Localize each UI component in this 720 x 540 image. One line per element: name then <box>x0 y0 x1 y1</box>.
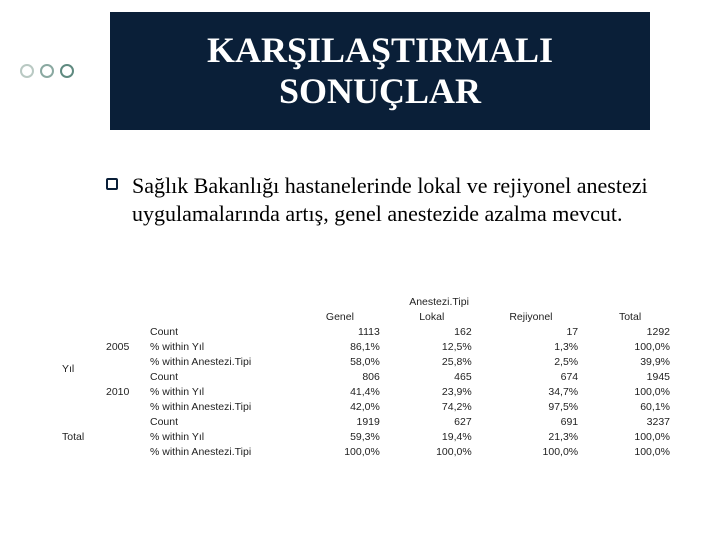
bullet-icon <box>106 178 118 190</box>
decor-dot <box>60 64 74 78</box>
cell: 1945 <box>584 369 676 384</box>
cell: 34,7% <box>478 384 584 399</box>
slide-title-text: KARŞILAŞTIRMALI SONUÇLAR <box>122 30 638 113</box>
cell: 2,5% <box>478 354 584 369</box>
decor-dot <box>40 64 54 78</box>
row-year-label: 2010 <box>100 369 144 414</box>
column-header: Genel <box>294 309 386 324</box>
row-metric-label: % within Yıl <box>144 384 294 399</box>
cell: 806 <box>294 369 386 384</box>
cell: 1,3% <box>478 339 584 354</box>
cell: 1919 <box>294 414 386 429</box>
cell: 97,5% <box>478 399 584 414</box>
bullet-text: Sağlık Bakanlığı hastanelerinde lokal ve… <box>132 172 666 227</box>
anesthesia-table: Anestezi.Tipi Genel Lokal Rejiyonel Tota… <box>56 294 676 459</box>
cell: 674 <box>478 369 584 384</box>
cell: 3237 <box>584 414 676 429</box>
cell: 691 <box>478 414 584 429</box>
decor-dot <box>20 64 34 78</box>
cell: 100,0% <box>478 444 584 459</box>
column-header: Rejiyonel <box>478 309 584 324</box>
cell: 60,1% <box>584 399 676 414</box>
cell: 100,0% <box>584 444 676 459</box>
cell: 100,0% <box>584 384 676 399</box>
column-header: Total <box>584 309 676 324</box>
row-year-label: 2005 <box>100 324 144 369</box>
row-metric-label: % within Anestezi.Tipi <box>144 354 294 369</box>
cell: 21,3% <box>478 429 584 444</box>
cell: 39,9% <box>584 354 676 369</box>
row-metric-label: % within Anestezi.Tipi <box>144 399 294 414</box>
cell: 162 <box>386 324 478 339</box>
cell: 25,8% <box>386 354 478 369</box>
data-table: Anestezi.Tipi Genel Lokal Rejiyonel Tota… <box>56 294 676 459</box>
column-header: Lokal <box>386 309 478 324</box>
cell: 100,0% <box>386 444 478 459</box>
cell: 465 <box>386 369 478 384</box>
cell: 100,0% <box>294 444 386 459</box>
row-metric-label: Count <box>144 324 294 339</box>
slide-title: KARŞILAŞTIRMALI SONUÇLAR <box>110 12 650 130</box>
row-group-label: Yıl <box>56 324 100 414</box>
decor-dots <box>20 64 74 78</box>
cell: 74,2% <box>386 399 478 414</box>
cell: 12,5% <box>386 339 478 354</box>
row-metric-label: Count <box>144 369 294 384</box>
cell: 59,3% <box>294 429 386 444</box>
row-metric-label: % within Yıl <box>144 429 294 444</box>
cell: 23,9% <box>386 384 478 399</box>
row-metric-label: % within Yıl <box>144 339 294 354</box>
cell: 100,0% <box>584 339 676 354</box>
row-metric-label: Count <box>144 414 294 429</box>
bullet-item: Sağlık Bakanlığı hastanelerinde lokal ve… <box>106 172 666 227</box>
row-total-label: Total <box>56 414 100 459</box>
cell: 19,4% <box>386 429 478 444</box>
cell: 1113 <box>294 324 386 339</box>
row-metric-label: % within Anestezi.Tipi <box>144 444 294 459</box>
cell: 100,0% <box>584 429 676 444</box>
cell: 627 <box>386 414 478 429</box>
cell: 41,4% <box>294 384 386 399</box>
cell: 58,0% <box>294 354 386 369</box>
column-super-header: Anestezi.Tipi <box>294 294 584 309</box>
cell: 17 <box>478 324 584 339</box>
cell: 86,1% <box>294 339 386 354</box>
cell: 1292 <box>584 324 676 339</box>
cell: 42,0% <box>294 399 386 414</box>
